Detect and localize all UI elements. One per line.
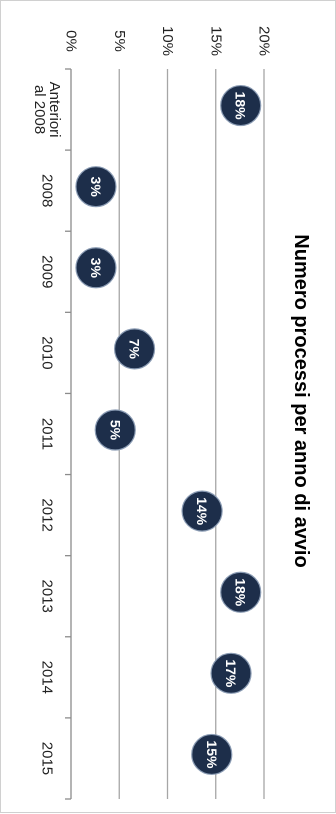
category-label: 2010 — [39, 336, 56, 369]
data-label: 5% — [107, 420, 123, 441]
data-point — [94, 409, 136, 451]
data-point — [191, 733, 233, 776]
value-tick-label: 5% — [111, 30, 128, 52]
chart-title: Numero processi per anno di avvio — [290, 234, 312, 567]
data-label: 18% — [233, 92, 249, 121]
data-point — [75, 247, 117, 289]
category-label: 2011 — [39, 418, 56, 450]
category-label: 2012 — [39, 498, 56, 531]
data-label: 3% — [88, 177, 104, 198]
value-tick-label: 20% — [256, 26, 273, 56]
data-point — [220, 84, 262, 127]
category-label-line: Anteriori — [46, 82, 63, 138]
value-tick-label: 10% — [159, 26, 176, 56]
category-label: 2014 — [39, 661, 56, 694]
category-label: 2008 — [39, 174, 56, 207]
data-label: 3% — [88, 258, 104, 279]
value-tick-label: 15% — [207, 26, 224, 56]
category-label: 2013 — [39, 580, 56, 613]
data-point — [220, 571, 262, 613]
data-label: 7% — [127, 339, 143, 360]
category-label: 2009 — [39, 255, 56, 288]
data-point — [181, 490, 223, 532]
category-label-line: al 2008 — [31, 85, 48, 134]
data-label: 18% — [233, 578, 249, 607]
data-label: 14% — [194, 497, 210, 526]
data-point — [75, 166, 117, 208]
data-label: 17% — [223, 659, 239, 688]
data-point — [210, 652, 252, 694]
value-tick-label: 0% — [63, 30, 80, 52]
data-point — [113, 328, 156, 370]
category-label: Anteriorial 2008 — [31, 82, 63, 138]
category-label: 2015 — [39, 742, 56, 775]
data-label: 15% — [204, 740, 220, 769]
